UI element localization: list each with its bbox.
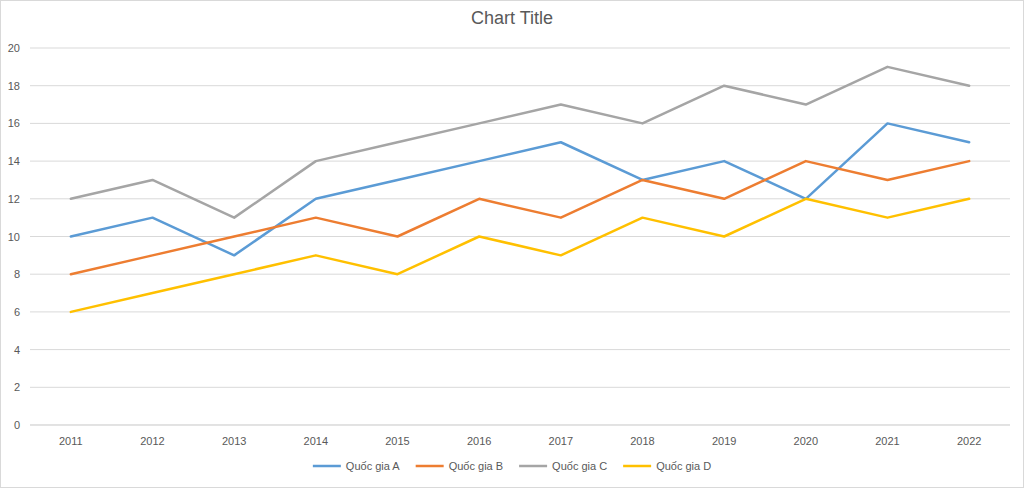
y-tick-label: 12 [8, 193, 20, 205]
x-tick-label: 2022 [957, 435, 981, 447]
chart-frame [1, 1, 1024, 488]
legend-swatch [416, 465, 444, 468]
chart: Chart Title 0 2 4 6 8 10 12 14 16 18 20 2011 2012 2013… [0, 0, 1024, 488]
grid-line [30, 349, 1010, 350]
chart-title: Chart Title [471, 8, 553, 28]
y-tick-label: 16 [8, 117, 20, 129]
grid-line [30, 123, 1010, 124]
y-tick-label: 14 [8, 155, 20, 167]
grid-line [30, 274, 1010, 275]
grid-line [30, 236, 1010, 237]
x-axis [30, 425, 1010, 426]
x-tick-label: 2011 [59, 435, 83, 447]
series-line [71, 67, 969, 218]
y-tick-label: 18 [8, 80, 20, 92]
x-tick-label: 2019 [712, 435, 736, 447]
series-line [71, 161, 969, 274]
chart-root: Chart Title 0 2 4 6 8 10 12 14 16 18 20 2011 2012 2013… [0, 0, 1024, 488]
legend-label: Quốc gia A [346, 460, 400, 472]
x-tick-label: 2013 [222, 435, 246, 447]
y-tick-label: 10 [8, 231, 20, 243]
legend-swatch [623, 465, 651, 468]
y-tick-label: 4 [14, 344, 20, 356]
y-tick-label: 20 [8, 42, 20, 54]
x-tick-label: 2016 [467, 435, 491, 447]
x-tick-label: 2021 [875, 435, 899, 447]
y-tick-label: 6 [14, 306, 20, 318]
grid-line [30, 311, 1010, 312]
grid-line [30, 85, 1010, 86]
legend-label: Quốc gia B [449, 460, 503, 472]
legend-label: Quốc gia D [656, 460, 711, 472]
x-tick-label: 2017 [549, 435, 573, 447]
y-tick-label: 0 [14, 419, 20, 431]
x-tick-label: 2020 [794, 435, 818, 447]
legend-label: Quốc gia C [552, 460, 607, 472]
plot-area [71, 67, 969, 312]
x-tick-label: 2012 [140, 435, 164, 447]
grid-line [30, 198, 1010, 199]
x-tick-label: 2015 [385, 435, 409, 447]
grid-line [30, 387, 1010, 388]
x-tick-label: 2018 [630, 435, 654, 447]
grid-line [30, 425, 1010, 426]
y-tick-label: 8 [14, 268, 20, 280]
x-tick-label: 2014 [304, 435, 328, 447]
series-line [71, 199, 969, 312]
y-tick-label: 2 [14, 381, 20, 393]
grid-line [30, 48, 1010, 49]
legend-swatch [519, 465, 547, 468]
legend-swatch [313, 465, 341, 468]
grid-line [30, 161, 1010, 162]
series-line [71, 123, 969, 255]
